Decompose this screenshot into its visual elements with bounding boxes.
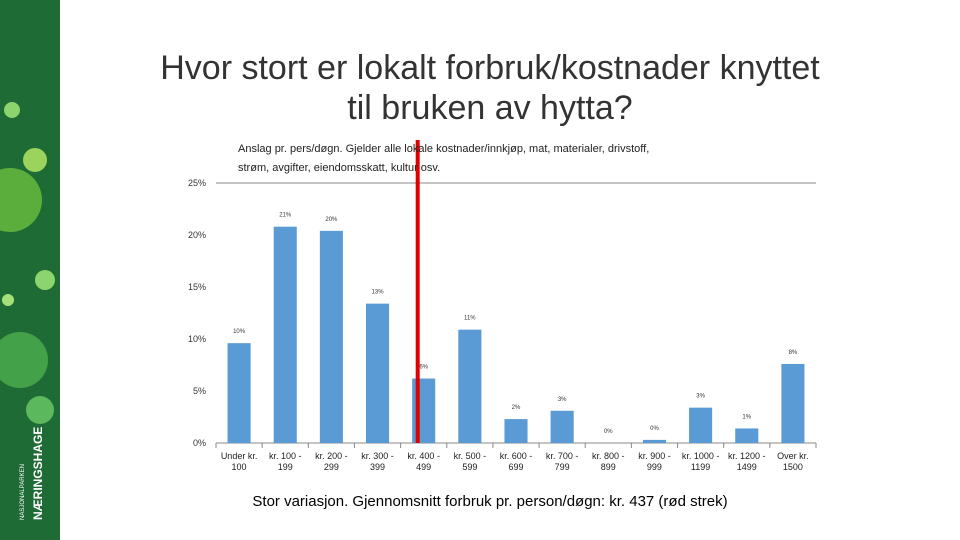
x-tick-label: kr. 400 - 499 [407,451,440,472]
decor [0,332,48,388]
x-tick-label: Under kr. 100 [220,451,258,472]
value-label: 6% [419,365,428,371]
brand: NÆRINGSHAGE [31,427,45,520]
y-tick-label: 20% [188,230,206,240]
value-label: 0% [650,426,659,432]
decor [2,294,14,306]
subtitle: Anslag pr. pers/døgn. Gjelder alle lokal… [238,143,650,174]
bar [689,407,713,443]
decor [26,396,54,424]
value-label: 11% [464,316,476,322]
x-tick-label: kr. 800 - 899 [592,451,625,472]
x-tick-label: kr. 700 - 799 [545,451,579,472]
decor [4,102,20,118]
x-tick-label: kr. 1000 - 1199 [681,451,720,472]
value-label: 13% [372,290,385,296]
sidebar [0,0,60,540]
x-tick-label: kr. 600 - 699 [499,451,533,472]
decor [35,270,55,290]
brand-sub: NASJONALPARKEN [20,464,26,520]
x-tick-label: kr. 100 - 199 [268,451,302,472]
bar [642,439,666,443]
value-label: 21% [279,213,292,219]
value-label: 1% [742,414,751,420]
bar [227,343,251,443]
value-label: 10% [233,329,246,335]
footnote: Stor variasjon. Gjennomsnitt forbruk pr.… [252,493,728,510]
x-tick-label: kr. 500 - 599 [453,451,487,472]
bar [366,303,390,443]
decor [0,168,42,232]
x-tick-label: kr. 200 - 299 [315,451,348,472]
x-tick-label: kr. 300 - 399 [361,451,394,472]
bar [458,329,482,443]
value-label: 20% [325,217,338,223]
bar [319,230,343,443]
bar [273,226,297,443]
y-tick-label: 25% [188,178,206,188]
value-label: 2% [512,405,521,411]
decor [23,148,47,172]
value-label: 8% [789,350,798,356]
value-label: 0% [604,429,613,435]
bar [781,363,805,443]
bar [412,378,436,443]
y-tick-label: 0% [193,438,206,448]
title: Hvor stort er lokalt forbruk/kostnader k… [160,49,820,127]
y-tick-label: 10% [188,334,206,344]
value-label: 3% [696,394,705,400]
x-tick-label: Over kr. 1500 [777,451,809,472]
x-tick-label: kr. 900 - 999 [638,451,671,472]
bar [550,410,574,443]
bar [735,428,759,443]
value-label: 3% [558,397,567,403]
y-tick-label: 5% [193,386,206,396]
bar [504,419,528,443]
y-tick-label: 15% [188,282,206,292]
x-tick-label: kr. 1200 - 1499 [727,451,766,472]
